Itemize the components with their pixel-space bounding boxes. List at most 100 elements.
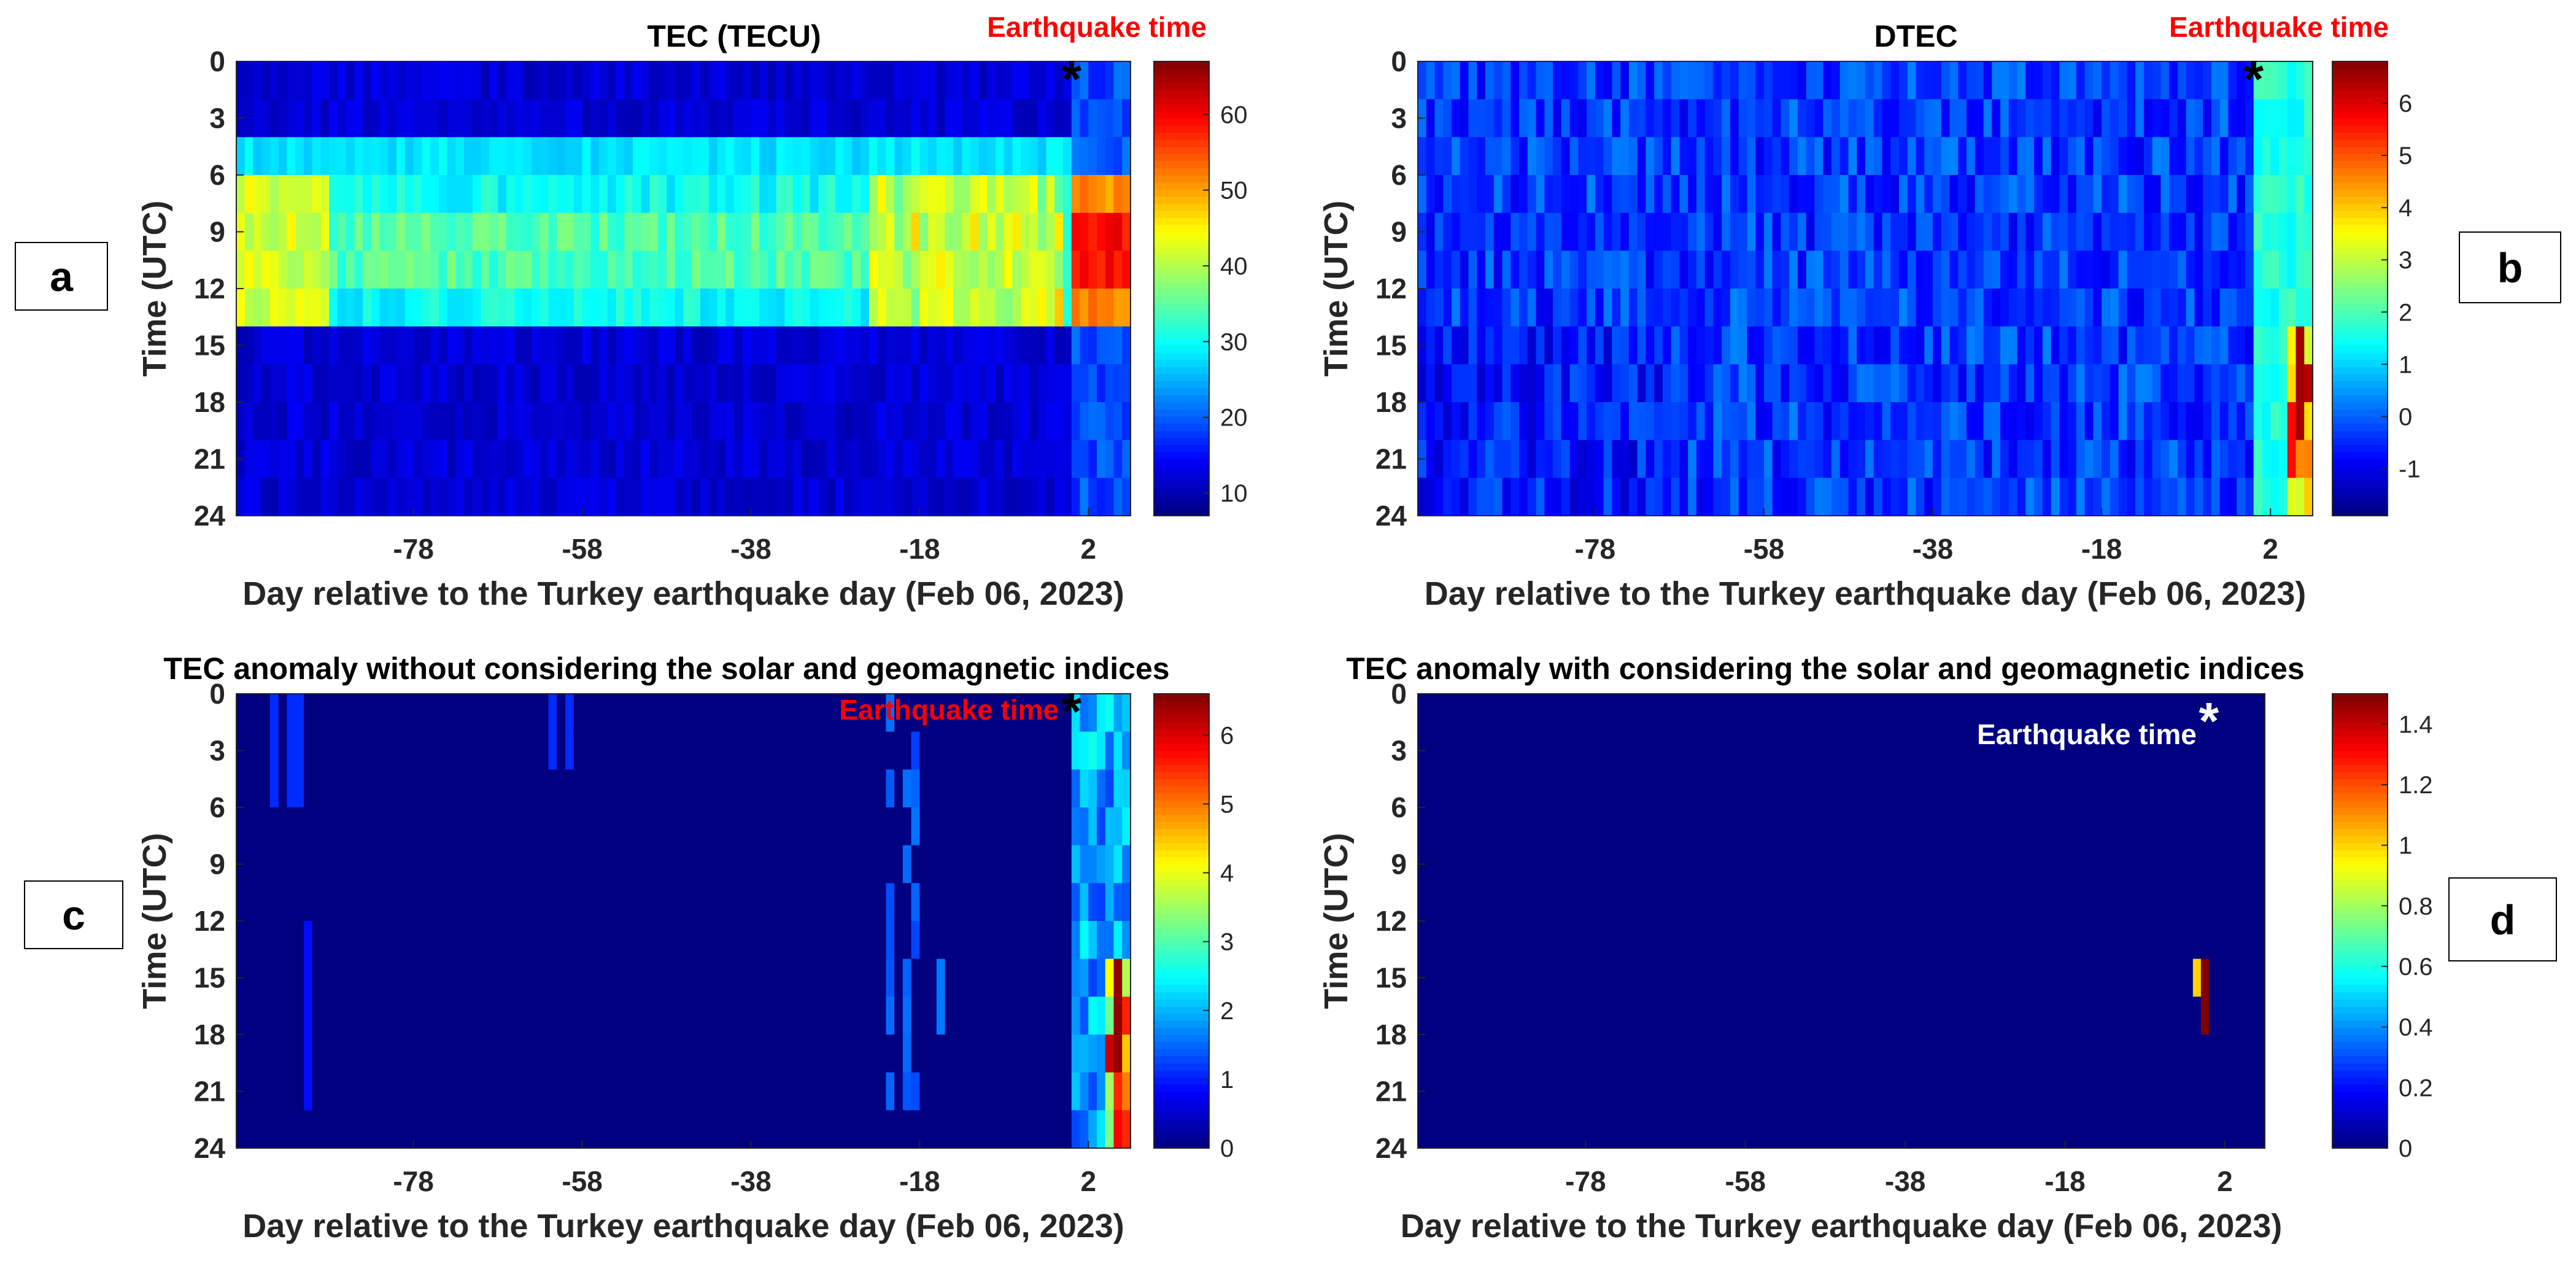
heatmap-cell [2118,326,2127,365]
heatmap-cell [404,326,414,365]
heatmap-cell [683,845,692,883]
colorbar-segment [1154,231,1209,239]
heatmap-cell [1809,1035,1818,1073]
heatmap-cell [404,175,414,214]
heatmap-cell [1443,212,1452,251]
heatmap-cell [1506,958,1514,997]
heatmap-cell [1113,731,1123,770]
heatmap-cell [641,921,651,960]
heatmap-cell [532,61,541,100]
heatmap-cell [1737,731,1746,770]
heatmap-cell [1443,250,1452,289]
heatmap-cell [1122,731,1131,770]
heatmap-cell [2118,137,2127,176]
heatmap-cell [936,212,946,251]
heatmap-cell [1054,61,1064,100]
heatmap-cell [1649,845,1658,883]
heatmap-cell [784,694,794,732]
heatmap-cell [1809,921,1818,960]
heatmap-cell [1967,212,1976,251]
heatmap-cell [346,364,355,403]
heatmap-cell [868,731,878,770]
heatmap-cell [523,769,532,808]
heatmap-cell [532,1110,541,1149]
heatmap-cell [1889,921,1898,960]
heatmap-cell [464,212,473,251]
heatmap-cell [312,137,322,176]
heatmap-cell [379,996,389,1035]
heatmap-cell [438,883,448,922]
heatmap-cell [1097,364,1106,403]
heatmap-cell [2135,289,2145,327]
heatmap-cell [498,694,507,732]
heatmap-cell [2245,326,2254,365]
heatmap-cell [1617,1110,1626,1149]
heatmap-cell [1737,883,1746,922]
heatmap-cell [793,769,802,808]
heatmap-cell [1975,478,1984,516]
heatmap-cell [1490,883,1498,922]
heatmap-cell [1961,769,1970,808]
heatmap-cell [894,958,903,997]
heatmap-cell [1713,364,1722,403]
heatmap-cell [1849,845,1858,883]
heatmap-cell [1595,61,1604,100]
heatmap-cell [1434,694,1442,732]
heatmap-cell [269,769,279,808]
heatmap-cell [1704,212,1714,251]
heatmap-cell [447,845,456,883]
heatmap-cell [877,289,886,327]
heatmap-cell [1426,61,1436,100]
heatmap-cell [489,807,498,846]
heatmap-cell [1633,996,1642,1035]
heatmap-cell [506,883,516,922]
heatmap-cell [1633,1035,1642,1073]
colorbar-segment [1154,828,1209,836]
heatmap-cell [616,1110,625,1149]
heatmap-cell [2102,478,2111,516]
heatmap-cell [388,137,397,176]
heatmap-cell [616,137,625,176]
heatmap-cell [886,61,895,100]
heatmap-cell [2278,61,2288,100]
heatmap-cell [1646,364,1655,403]
heatmap-cell [953,212,962,251]
heatmap-cell [1857,996,1866,1035]
heatmap-cell [1021,1110,1030,1149]
heatmap-cell [1628,250,1638,289]
heatmap-cell [641,996,651,1035]
heatmap-cell [641,364,651,403]
heatmap-cell [1601,921,1611,960]
heatmap-cell [320,250,330,289]
heatmap-cell [1747,212,1756,251]
colorbar-segment [2332,118,2388,126]
heatmap-cell [388,807,397,846]
heatmap-cell [590,175,600,214]
heatmap-cell [1458,845,1466,883]
heatmap-cell [278,694,288,732]
heatmap-cell [928,402,937,441]
heatmap-cell [1793,1035,1802,1073]
colorbar-segment [1154,999,1209,1007]
heatmap-cell [261,958,271,997]
heatmap-cell [725,440,735,478]
heatmap-cell [1992,175,2001,214]
heatmap-cell [1975,212,1984,251]
heatmap-cell [1612,289,1621,327]
heatmap-cell [2237,364,2246,403]
heatmap-cell [312,1072,322,1111]
heatmap-cell [2296,61,2305,100]
heatmap-cell [1029,99,1039,138]
heatmap-cell [498,61,507,100]
heatmap-cell [1679,440,1688,478]
heatmap-cell [2152,289,2162,327]
heatmap-cell [1054,326,1064,365]
heatmap-cell [2278,289,2288,327]
heatmap-cell [354,364,363,403]
heatmap-cell [514,402,524,441]
heatmap-cell [1817,694,1826,732]
heatmap-cell [1426,212,1436,251]
heatmap-cell [2025,326,2035,365]
heatmap-cell [1873,478,1883,516]
heatmap-cell [987,731,996,770]
